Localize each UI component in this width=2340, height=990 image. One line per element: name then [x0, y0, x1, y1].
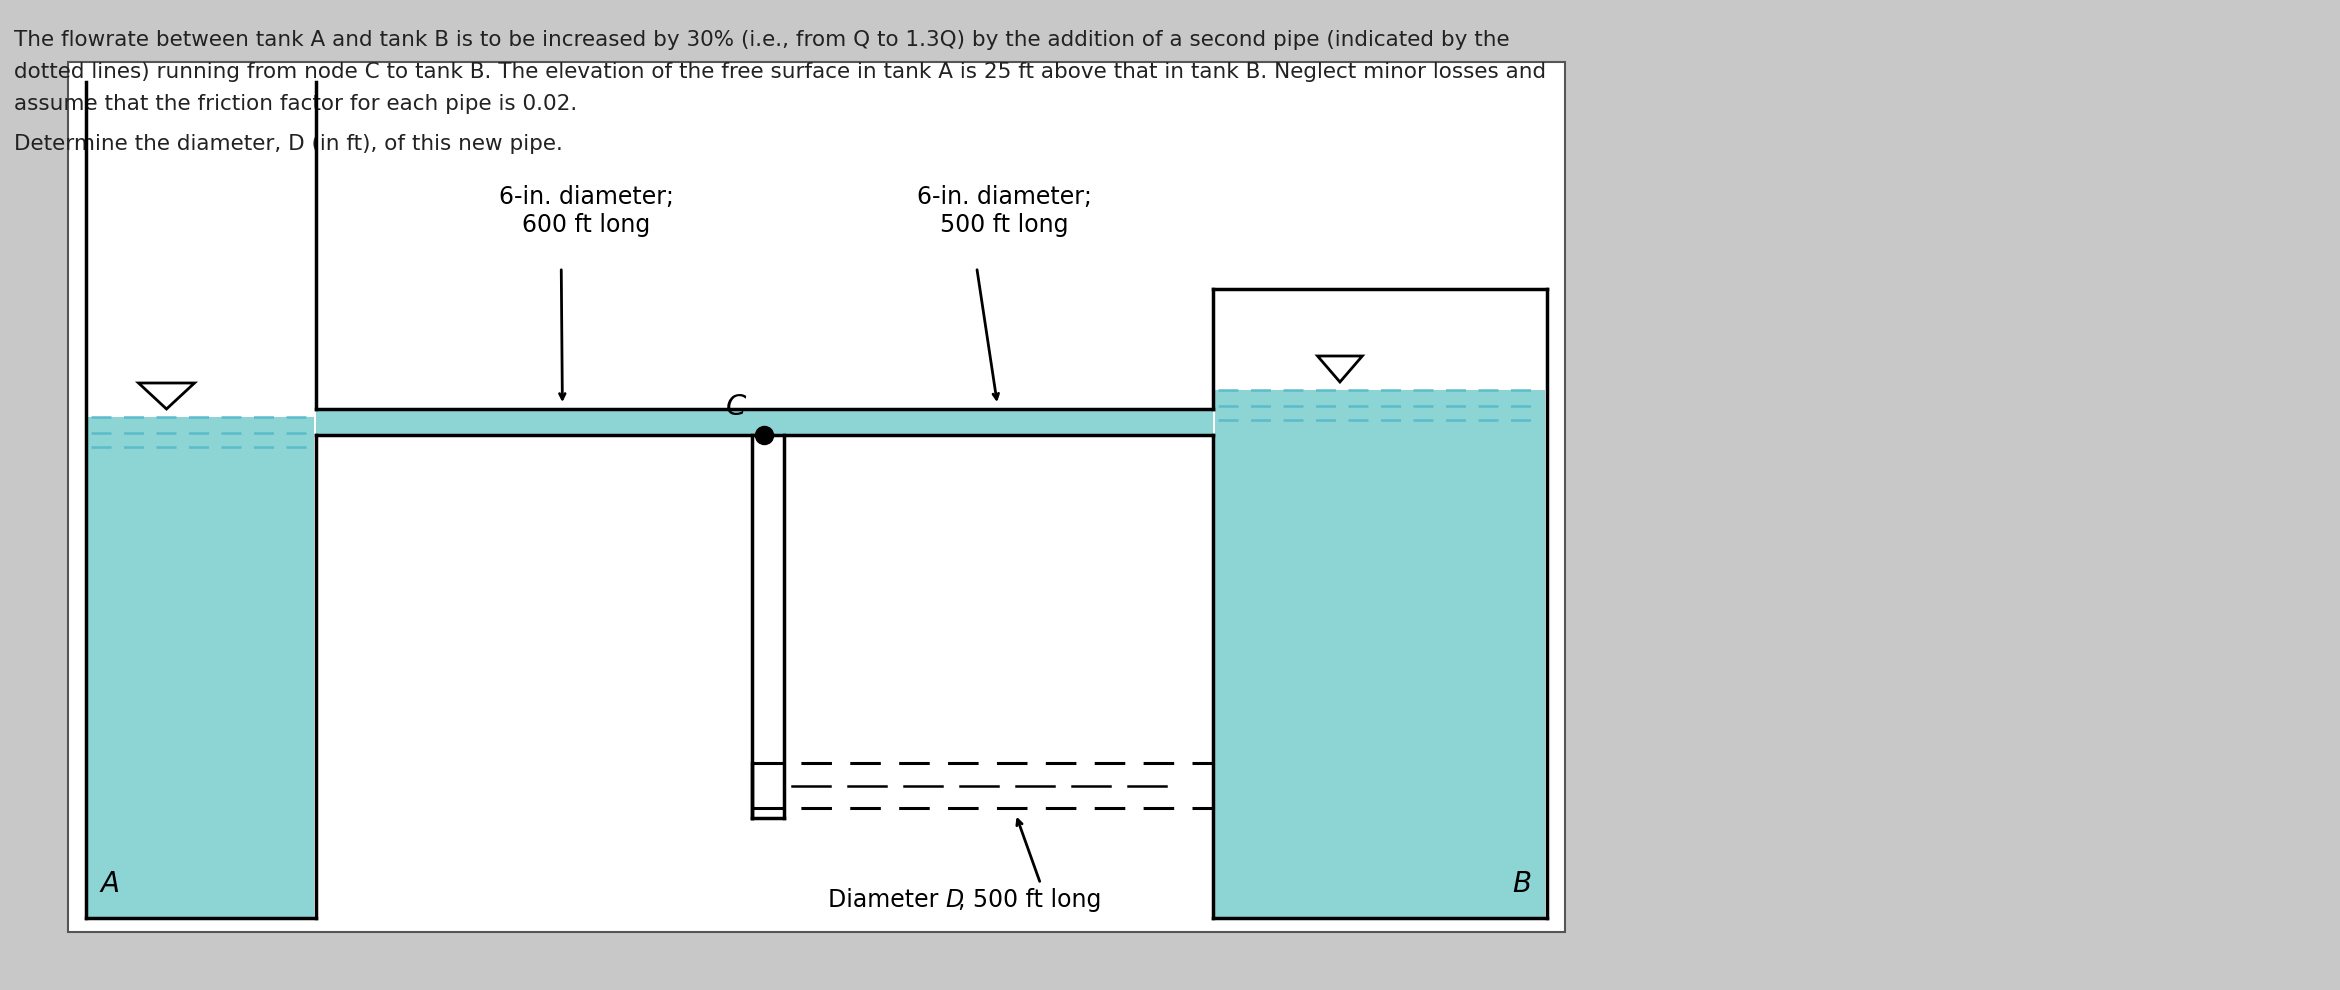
Polygon shape: [138, 383, 194, 409]
Bar: [1214, 390, 1544, 918]
Text: 500 ft long: 500 ft long: [941, 213, 1069, 237]
Text: dotted lines) running from node C to tank B. The elevation of the free surface i: dotted lines) running from node C to tan…: [14, 62, 1547, 82]
Text: Diameter: Diameter: [828, 888, 945, 912]
Text: C: C: [725, 393, 746, 421]
Text: A: A: [101, 870, 119, 898]
Text: B: B: [1512, 870, 1530, 898]
Text: Determine the diameter, D (in ft), of this new pipe.: Determine the diameter, D (in ft), of th…: [14, 134, 564, 154]
Text: D: D: [945, 888, 964, 912]
Polygon shape: [1317, 356, 1362, 382]
Bar: [316, 409, 1212, 435]
Text: 6-in. diameter;: 6-in. diameter;: [917, 185, 1093, 209]
Text: 600 ft long: 600 ft long: [522, 213, 651, 237]
Text: assume that the friction factor for each pipe is 0.02.: assume that the friction factor for each…: [14, 94, 578, 114]
Bar: [68, 62, 1565, 932]
Bar: [89, 417, 314, 918]
Text: The flowrate between tank A and tank B is to be increased by 30% (i.e., from Q t: The flowrate between tank A and tank B i…: [14, 30, 1509, 50]
Text: , 500 ft long: , 500 ft long: [957, 888, 1102, 912]
Text: 6-in. diameter;: 6-in. diameter;: [498, 185, 674, 209]
